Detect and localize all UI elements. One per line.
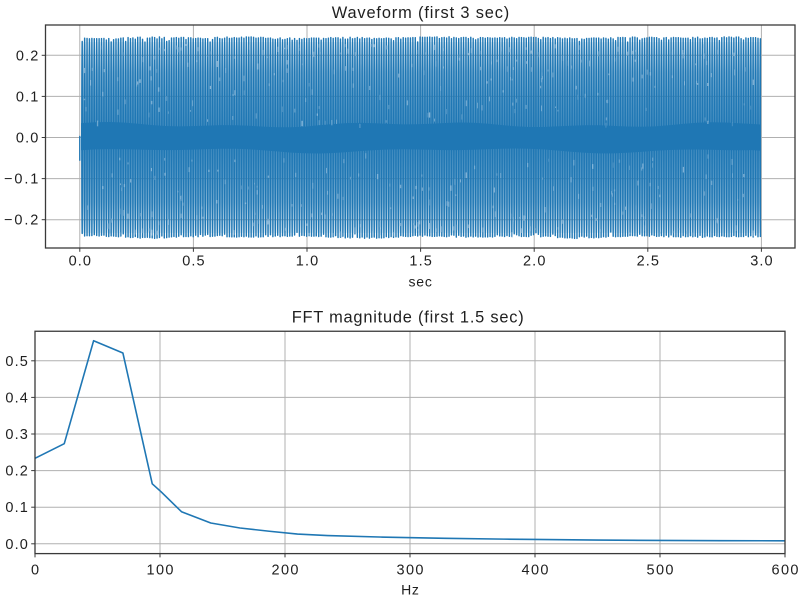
svg-text:Hz: Hz xyxy=(401,582,419,598)
svg-text:−0.2: −0.2 xyxy=(4,213,38,229)
svg-text:1.5: 1.5 xyxy=(409,253,431,269)
svg-text:Waveform (first 3 sec): Waveform (first 3 sec) xyxy=(332,4,510,22)
svg-text:2.0: 2.0 xyxy=(523,253,545,269)
svg-text:300: 300 xyxy=(397,562,424,578)
svg-text:200: 200 xyxy=(272,562,299,578)
svg-text:sec: sec xyxy=(409,273,432,289)
svg-text:−0.1: −0.1 xyxy=(4,172,38,188)
svg-text:FFT magnitude (first 1.5 sec): FFT magnitude (first 1.5 sec) xyxy=(292,308,524,326)
svg-text:0.5: 0.5 xyxy=(5,354,27,370)
svg-text:0.0: 0.0 xyxy=(69,253,91,269)
svg-text:0.0: 0.0 xyxy=(5,537,27,553)
svg-text:2.5: 2.5 xyxy=(637,253,659,269)
svg-text:600: 600 xyxy=(772,562,799,578)
svg-text:1.0: 1.0 xyxy=(296,253,318,269)
svg-text:500: 500 xyxy=(647,562,674,578)
svg-text:3.0: 3.0 xyxy=(750,253,772,269)
svg-text:400: 400 xyxy=(522,562,549,578)
svg-text:0.5: 0.5 xyxy=(182,253,204,269)
svg-text:0.1: 0.1 xyxy=(16,89,38,105)
svg-text:100: 100 xyxy=(147,562,174,578)
svg-text:0.1: 0.1 xyxy=(5,500,27,516)
svg-text:0.2: 0.2 xyxy=(5,464,27,480)
svg-text:0.0: 0.0 xyxy=(16,131,38,147)
svg-text:0.4: 0.4 xyxy=(5,390,27,406)
svg-text:0.3: 0.3 xyxy=(5,427,27,443)
svg-text:0.2: 0.2 xyxy=(16,48,38,64)
svg-text:0: 0 xyxy=(31,562,39,578)
